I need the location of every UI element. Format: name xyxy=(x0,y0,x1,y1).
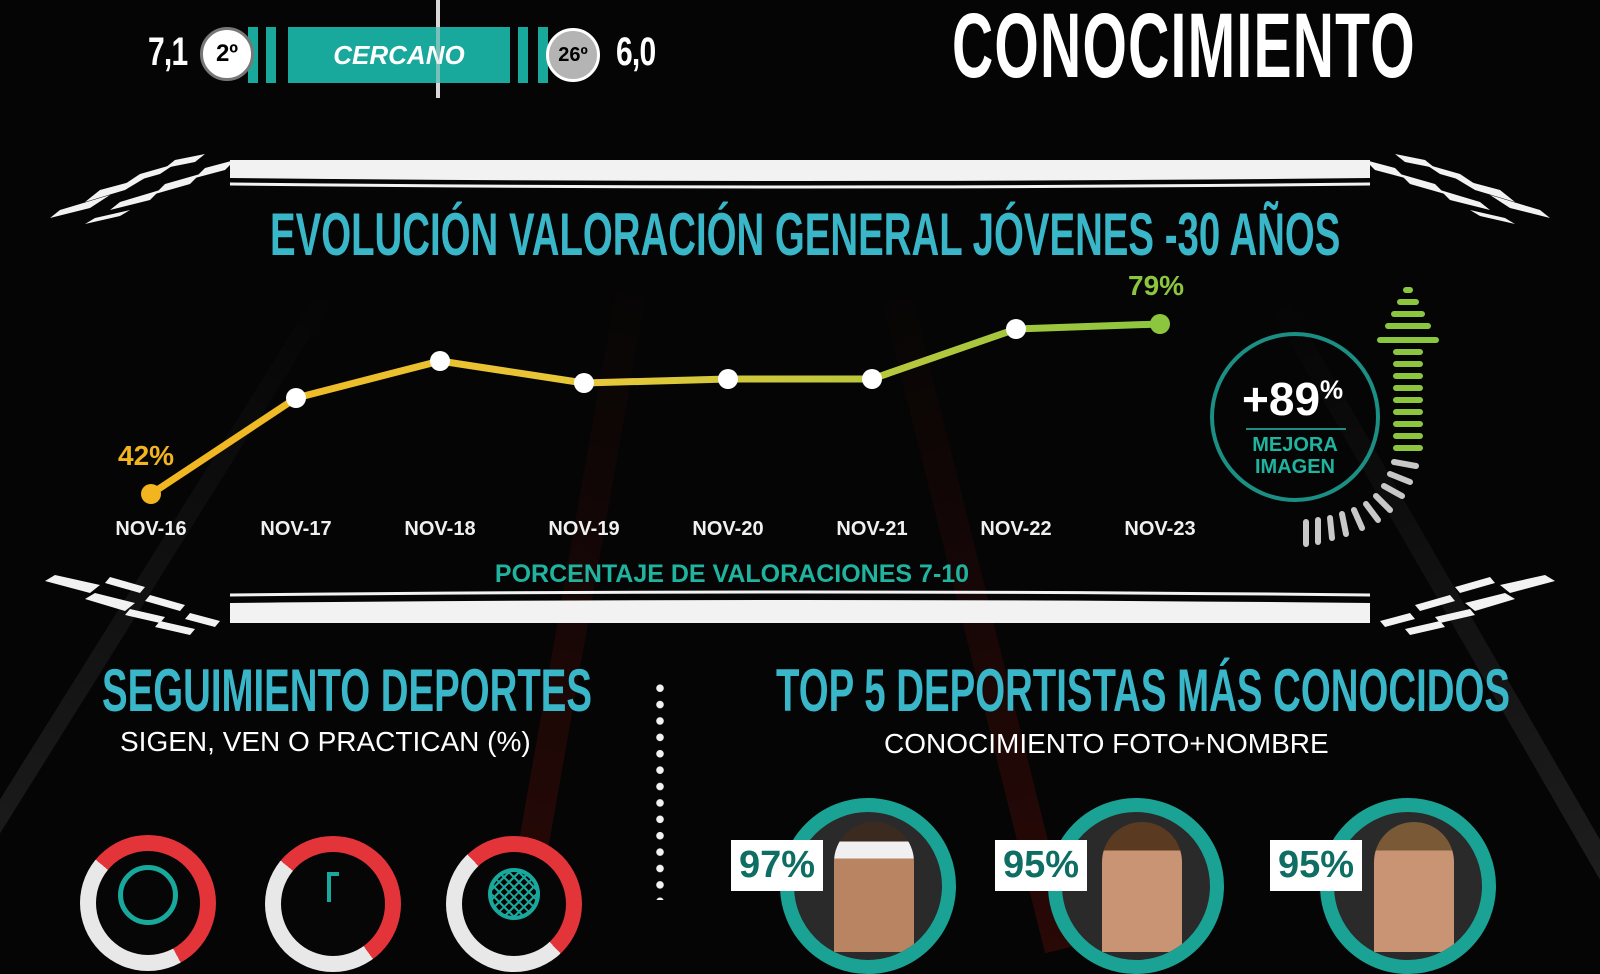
data-point xyxy=(862,369,882,389)
data-point-start xyxy=(141,484,161,504)
checkered-flag-banner-bottom xyxy=(45,575,1555,635)
x-axis-label: NOV-23 xyxy=(1124,518,1196,540)
kpi-divider xyxy=(1246,428,1346,430)
right-score: 6,0 xyxy=(616,30,656,74)
improvement-kpi-circle: +89% MEJORA IMAGEN xyxy=(1210,332,1380,502)
data-point xyxy=(430,351,450,371)
right-stripe xyxy=(518,27,528,83)
athlete-photo xyxy=(1374,822,1454,952)
x-axis-label: NOV-18 xyxy=(404,518,476,540)
athlete-photo xyxy=(834,822,914,952)
kpi-caption: MEJORA IMAGEN xyxy=(1214,434,1376,478)
right-stripe xyxy=(538,27,548,83)
kpi-value: +89% xyxy=(1242,372,1343,426)
chart-line xyxy=(149,320,1161,497)
soccer-ball-icon xyxy=(118,865,178,925)
kpi-caption-line2: IMAGEN xyxy=(1255,456,1335,478)
x-axis-label: NOV-22 xyxy=(980,518,1052,540)
x-axis-label: NOV-16 xyxy=(115,518,187,540)
center-divider-line xyxy=(436,27,440,83)
data-point xyxy=(286,388,306,408)
athlete-percentage: 95% xyxy=(1270,840,1363,891)
end-value-label: 79% xyxy=(1128,270,1185,301)
checkered-flag-banner-top xyxy=(50,154,1550,224)
x-axis-label: NOV-17 xyxy=(260,518,332,540)
kpi-unit: % xyxy=(1320,374,1344,405)
chart-subtitle: PORCENTAJE DE VALORACIONES 7-10 xyxy=(494,560,970,588)
left-rank-text: 2º xyxy=(215,40,239,67)
sport-donut xyxy=(265,836,401,972)
left-stripe xyxy=(266,27,276,83)
sport-donut xyxy=(80,835,216,971)
data-point xyxy=(718,369,738,389)
data-point xyxy=(1006,319,1026,339)
left-rank-badge: 2º xyxy=(200,27,254,81)
athlete-percentage: 95% xyxy=(995,840,1088,891)
right-rank-text: 26º xyxy=(558,43,588,66)
x-axis-label: NOV-21 xyxy=(836,518,908,540)
tennis-racket-icon xyxy=(488,868,540,920)
sport-donut xyxy=(446,836,582,972)
sports-section-title: SEGUIMIENTO DEPORTES xyxy=(102,657,593,724)
attribute-label: CERCANO xyxy=(333,39,465,70)
left-score: 7,1 xyxy=(148,30,188,74)
kpi-number: +89 xyxy=(1242,373,1321,425)
donut-hole xyxy=(281,852,385,956)
motorsport-icon xyxy=(327,872,339,902)
athletes-section-title: TOP 5 DEPORTISTAS MÁS CONOCIDOS xyxy=(776,657,1510,724)
x-axis-label: NOV-19 xyxy=(548,518,620,540)
sports-section-subtitle: SIGEN, VEN O PRACTICAN (%) xyxy=(120,726,531,757)
attribute-band: CERCANO xyxy=(288,27,510,83)
athlete-percentage: 97% xyxy=(731,840,824,891)
kpi-caption-line1: MEJORA xyxy=(1252,434,1338,456)
line-chart xyxy=(141,314,1170,504)
chart-title: EVOLUCIÓN VALORACIÓN GENERAL JÓVENES -30… xyxy=(270,201,1341,268)
athletes-section-subtitle: CONOCIMIENTO FOTO+NOMBRE xyxy=(884,728,1329,759)
data-point-end xyxy=(1150,314,1170,334)
athlete-photo xyxy=(1102,822,1182,952)
data-point xyxy=(574,373,594,393)
right-rank-badge: 26º xyxy=(546,28,600,82)
x-axis-label: NOV-20 xyxy=(692,518,764,540)
vertical-dotted-divider xyxy=(655,680,665,900)
start-value-label: 42% xyxy=(118,440,175,471)
upward-arrow-gauge-icon xyxy=(1303,287,1439,547)
section-title-conocimiento: CONOCIMIENTO xyxy=(952,0,1416,97)
